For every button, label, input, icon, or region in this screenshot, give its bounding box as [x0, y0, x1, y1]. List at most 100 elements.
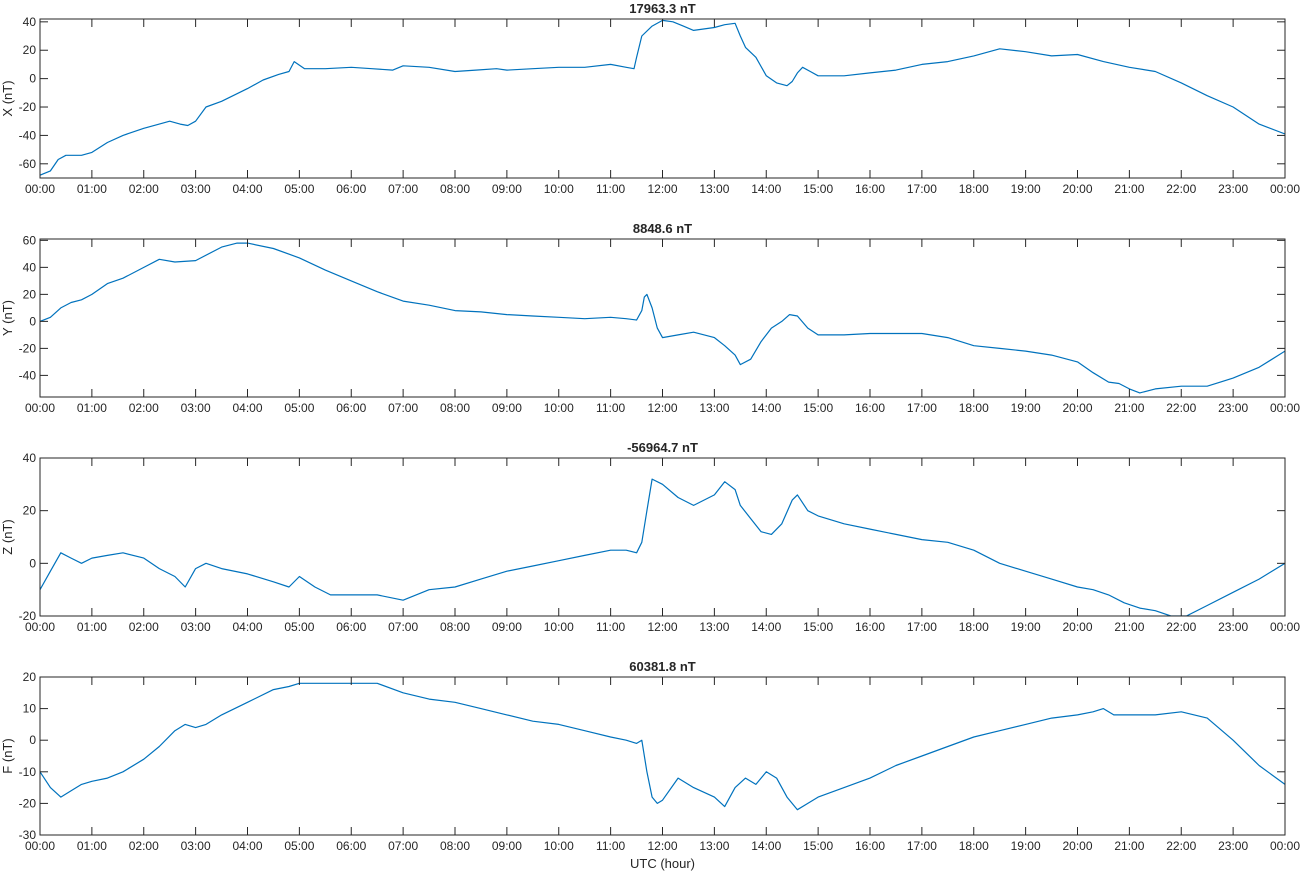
x-tick-label: 16:00 [855, 182, 885, 196]
x-tick-label: 05:00 [284, 182, 314, 196]
x-tick-label: 23:00 [1218, 839, 1248, 853]
x-tick-label: 00:00 [1270, 401, 1300, 415]
x-tick-label: 03:00 [181, 620, 211, 634]
x-tick-label: 16:00 [855, 401, 885, 415]
x-tick-label: 05:00 [284, 839, 314, 853]
x-tick-label: 15:00 [803, 182, 833, 196]
series-line [40, 682, 1285, 811]
x-tick-label: 12:00 [647, 182, 677, 196]
y-tick-label: 0 [29, 556, 36, 570]
x-tick-label: 19:00 [1011, 839, 1041, 853]
x-tick-label: 00:00 [25, 839, 55, 853]
y-tick-label: 0 [29, 72, 36, 86]
x-tick-label: 20:00 [1062, 620, 1092, 634]
x-tick-label: 20:00 [1062, 401, 1092, 415]
x-tick-label: 22:00 [1166, 182, 1196, 196]
x-tick-label: 06:00 [336, 182, 366, 196]
x-tick-label: 02:00 [129, 839, 159, 853]
x-tick-label: 05:00 [284, 620, 314, 634]
x-tick-label: 10:00 [544, 182, 574, 196]
x-tick-label: 16:00 [855, 839, 885, 853]
y-tick-label: -10 [19, 765, 37, 779]
x-tick-label: 04:00 [232, 620, 262, 634]
x-tick-label: 17:00 [907, 839, 937, 853]
series-line [40, 19, 1285, 176]
x-tick-label: 14:00 [751, 401, 781, 415]
panel-1: 00:00 01:00 02:00 03:00 04:00 05:00 06:00 07:00… [0, 1, 1300, 196]
x-tick-label: 00:00 [1270, 182, 1300, 196]
x-tick-label: 07:00 [388, 182, 418, 196]
y-tick-label: -40 [19, 368, 37, 382]
panel-3: 00:00 01:00 02:00 03:00 04:00 05:00 06:00 07:00… [0, 440, 1300, 634]
x-tick-label: 21:00 [1114, 839, 1144, 853]
x-tick-label: 07:00 [388, 620, 418, 634]
x-axis-label: UTC (hour) [630, 856, 695, 871]
x-tick-label: 12:00 [647, 620, 677, 634]
series-line [40, 478, 1285, 616]
x-tick-label: 15:00 [803, 401, 833, 415]
x-tick-label: 23:00 [1218, 620, 1248, 634]
x-tick-label: 09:00 [492, 401, 522, 415]
axes-box [39, 457, 1286, 617]
axes-box [39, 238, 1286, 398]
x-tick-label: 03:00 [181, 401, 211, 415]
x-tick-label: 08:00 [440, 182, 470, 196]
x-tick-label: 10:00 [544, 620, 574, 634]
x-tick-label: 08:00 [440, 401, 470, 415]
x-tick-label: 22:00 [1166, 401, 1196, 415]
x-tick-label: 17:00 [907, 401, 937, 415]
y-tick-label: -20 [19, 609, 37, 623]
x-tick-label: 02:00 [129, 182, 159, 196]
x-tick-label: 18:00 [959, 401, 989, 415]
y-tick-label: 60 [23, 233, 37, 247]
x-tick-label: 18:00 [959, 182, 989, 196]
x-tick-label: 13:00 [699, 182, 729, 196]
x-tick-label: 04:00 [232, 401, 262, 415]
x-tick-label: 20:00 [1062, 182, 1092, 196]
y-tick-label: -40 [19, 128, 37, 142]
y-tick-label: -20 [19, 100, 37, 114]
x-tick-label: 09:00 [492, 182, 522, 196]
x-tick-label: 17:00 [907, 620, 937, 634]
y-tick-label: 10 [23, 702, 37, 716]
x-tick-label: 23:00 [1218, 401, 1248, 415]
y-tick-label: 20 [23, 670, 37, 684]
x-tick-label: 11:00 [596, 401, 625, 415]
y-tick-label: -20 [19, 341, 37, 355]
x-tick-label: 15:00 [803, 839, 833, 853]
x-tick-label: 06:00 [336, 839, 366, 853]
y-axis-label: X (nT) [0, 80, 15, 116]
x-tick-label: 01:00 [77, 401, 107, 415]
x-tick-label: 16:00 [855, 620, 885, 634]
x-tick-label: 13:00 [699, 620, 729, 634]
x-tick-label: 07:00 [388, 839, 418, 853]
x-tick-label: 23:00 [1218, 182, 1248, 196]
series-line [40, 242, 1285, 394]
panel-2: 00:00 01:00 02:00 03:00 04:00 05:00 06:00 07:00… [0, 221, 1300, 415]
y-tick-label: 40 [23, 451, 37, 465]
x-tick-label: 22:00 [1166, 839, 1196, 853]
x-tick-label: 22:00 [1166, 620, 1196, 634]
panel-title: 60381.8 nT [629, 659, 696, 674]
x-tick-label: 18:00 [959, 620, 989, 634]
x-tick-label: 01:00 [77, 839, 107, 853]
x-tick-label: 00:00 [25, 401, 55, 415]
x-tick-label: 09:00 [492, 620, 522, 634]
x-tick-label: 06:00 [336, 620, 366, 634]
x-tick-label: 19:00 [1011, 401, 1041, 415]
x-tick-label: 19:00 [1011, 620, 1041, 634]
x-tick-label: 21:00 [1114, 401, 1144, 415]
y-tick-label: 20 [23, 43, 37, 57]
x-tick-label: 21:00 [1114, 182, 1144, 196]
y-tick-label: 40 [23, 15, 37, 29]
axes-box [39, 676, 1286, 836]
y-tick-label: 0 [29, 314, 36, 328]
x-tick-label: 00:00 [25, 182, 55, 196]
x-tick-label: 02:00 [129, 620, 159, 634]
panel-title: -56964.7 nT [627, 440, 698, 455]
y-tick-label: -60 [19, 157, 37, 171]
x-tick-label: 13:00 [699, 839, 729, 853]
x-tick-label: 13:00 [699, 401, 729, 415]
